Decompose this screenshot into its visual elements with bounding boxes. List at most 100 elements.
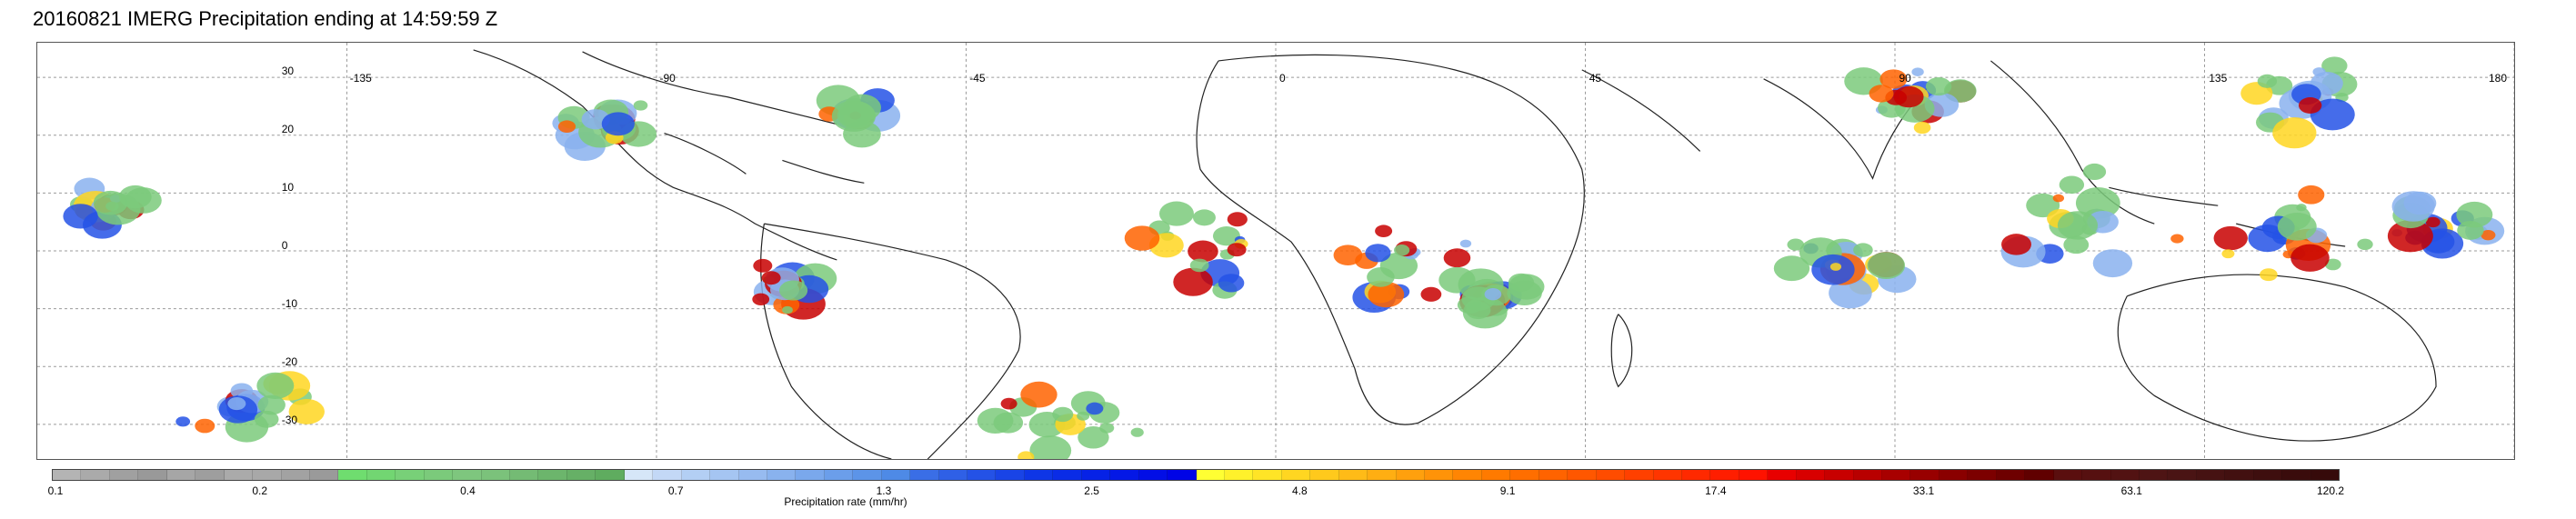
colorbar-segment [338,470,367,480]
colorbar-segment [1710,470,1739,480]
colorbar-segment [396,470,425,480]
colorbar-segment [81,470,110,480]
precipitation-cell [633,100,648,111]
precipitation-cell [118,185,152,209]
colorbar-segment [2196,470,2226,480]
colorbar-tick-label: 0.1 [47,484,64,497]
precipitation-cell [1078,426,1109,449]
precipitation-cell [2321,56,2348,75]
colorbar-segment [653,470,682,480]
precipitation-cell [2063,235,2090,255]
latitude-label: -30 [281,413,298,426]
colorbar-segment [195,470,225,480]
precipitation-cell [752,293,770,305]
precipitation-cell [175,416,191,427]
colorbar-tick-labels: 0.1 0.2 0.4 0.7 1.3 2.5 4.8 9.1 17.4 33.1 63.1 120.… [48,484,2344,499]
precipitation-cell [1443,248,1471,268]
precipitation-cell [1227,243,1247,257]
precipitation-cell [1507,280,1542,306]
colorbar-segment [881,470,911,480]
colorbar-segment [281,470,310,480]
precipitation-cell [254,410,279,428]
colorbar-tick-label: 0.4 [460,484,476,497]
precipitation-cell [63,204,98,229]
precipitation-cell [2057,211,2099,240]
colorbar-segment [2082,470,2111,480]
colorbar-tick-label: 120.2 [2316,484,2345,497]
colorbar-segment [166,470,196,480]
precipitation-cell [1188,240,1218,263]
precipitation-cell [1925,77,1952,96]
precipitation-cell [1367,267,1395,287]
precipitation-cell [2170,234,2184,244]
colorbar-segment [1168,470,1197,480]
colorbar-segment [366,470,396,480]
precipitation-cell [195,418,216,434]
colorbar-segment [1310,470,1339,480]
colorbar-segment [1338,470,1368,480]
colorbar-segment [2282,470,2311,480]
precipitation-cell [2290,244,2330,272]
colorbar-segment [2253,470,2283,480]
latitude-label: 20 [281,123,295,136]
precipitation-cell [1099,423,1115,434]
colorbar-segment [1510,470,1539,480]
colorbar-segment [1568,470,1597,480]
precipitation-cell [288,398,325,424]
precipitation-cell [753,258,773,273]
precipitation-cell [601,112,635,136]
colorbar-segment [1110,470,1139,480]
colorbar-segment [1768,470,1797,480]
precipitation-cell [2059,175,2085,195]
precipitation-cell [2092,249,2133,278]
colorbar-segment [253,470,282,480]
colorbar-tick-label: 17.4 [1705,484,1727,497]
latitude-label: -20 [281,354,298,368]
precipitation-cell [1829,277,1872,309]
colorbar-segment [710,470,739,480]
precipitation-cell [2456,201,2493,228]
latitude-label: 0 [281,239,288,252]
precipitation-cell [557,120,576,133]
precipitation-cell [1158,201,1194,226]
precipitation-cell [2277,212,2317,241]
map-canvas [37,43,2514,459]
colorbar-segment [1539,470,1569,480]
precipitation-cell [227,396,246,411]
colorbar-segment [1996,470,2026,480]
coastlines [473,49,2437,459]
colorbar-tick-label: 0.7 [667,484,684,497]
precipitation-cell [2260,268,2278,282]
precipitation-cell [977,407,1014,434]
precipitation-cell [2001,234,2031,255]
colorbar-segment [1625,470,1654,480]
colorbar-segment [1138,470,1168,480]
colorbar-segment [796,470,825,480]
precipitation-cell [2052,194,2065,203]
precipitation-cell [1869,85,1894,103]
colorbar-segment [596,470,625,480]
colorbar-segment [424,470,454,480]
colorbar-label: Precipitation rate (mm/hr) [784,495,907,508]
precipitation-cell [2257,74,2278,88]
precipitation-cell [2457,220,2484,240]
colorbar-segment [453,470,482,480]
colorbar-segment [996,470,1025,480]
precipitation-cell [1420,286,1442,302]
precipitation-cell [256,372,295,399]
colorbar-segment [2225,470,2254,480]
colorbar-segment [1825,470,1854,480]
colorbar-segment [1596,470,1626,480]
colorbar-segment [853,470,882,480]
precipitation-cell [1173,267,1213,296]
precipitation-cell [1484,288,1502,301]
longitude-label: 0 [1279,72,1286,85]
map-title: 20160821 IMERG Precipitation ending at 1… [33,7,498,30]
precipitation-cell [1462,296,1508,329]
colorbar-segment [1653,470,1682,480]
precipitation-cell [1192,209,1216,226]
colorbar-segment [1196,470,1225,480]
precipitation-cell [2272,117,2317,149]
longitude-label: 135 [2209,72,2228,85]
precipitation-cell [2357,238,2373,251]
